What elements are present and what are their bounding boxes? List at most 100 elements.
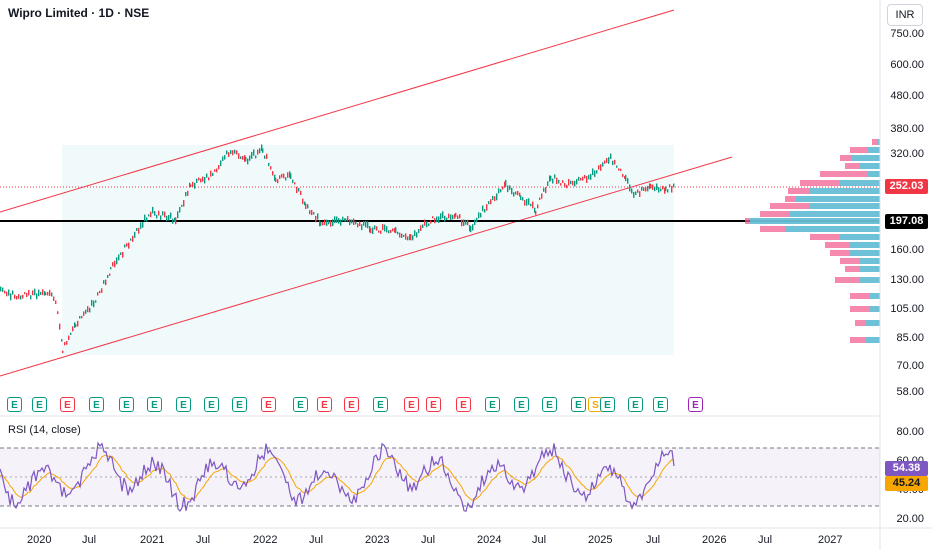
earnings-marker[interactable]: E [293,397,308,412]
candle [342,216,344,222]
earnings-marker[interactable]: E [628,397,643,412]
candle [665,186,667,192]
candle [584,174,586,179]
candle [274,174,276,181]
earnings-marker[interactable]: E [404,397,419,412]
candle [172,218,174,224]
candle [93,300,95,308]
earnings-marker[interactable]: E [688,397,703,412]
candle [152,206,154,214]
candle [44,291,46,296]
earnings-marker[interactable]: E [232,397,247,412]
candle [524,200,526,206]
earnings-marker[interactable]: E [147,397,162,412]
time-tick-label: Jul [421,534,436,546]
earnings-marker[interactable]: E [176,397,191,412]
candle [554,174,556,179]
candle [455,212,457,217]
candle [91,299,93,306]
candle [150,211,152,218]
earnings-marker[interactable]: E [571,397,586,412]
candle [220,160,222,167]
earnings-marker[interactable]: E [485,397,500,412]
candle [440,213,442,220]
candle [259,148,261,154]
candle [564,183,566,188]
candle [95,300,97,303]
candle [290,173,292,179]
time-tick-label: 2021 [140,534,165,546]
candle [340,219,342,226]
candle [610,153,612,160]
earnings-marker[interactable]: E [7,397,22,412]
earnings-marker[interactable]: E [373,397,388,412]
earnings-marker[interactable]: E [89,397,104,412]
candle [574,180,576,187]
candle [107,274,109,278]
earnings-marker[interactable]: E [119,397,134,412]
candle [38,289,40,297]
candle [363,221,365,226]
time-tick-label: Jul [758,534,773,546]
candle [386,226,388,233]
earnings-marker[interactable]: E [317,397,332,412]
candle [166,215,168,222]
time-tick-label: Jul [646,534,661,546]
candle [53,296,55,301]
candle [582,176,584,181]
candle [388,230,390,234]
candle [322,221,324,226]
candle [472,224,474,231]
candle [266,153,268,159]
price-tick-label: 105.00 [890,303,924,315]
time-tick-label: Jul [196,534,211,546]
earnings-marker[interactable]: E [60,397,75,412]
candle [430,220,432,224]
earnings-marker[interactable]: E [600,397,615,412]
candle [397,231,399,235]
candle [667,189,669,193]
candle [416,232,418,238]
candle [394,227,396,233]
earnings-marker[interactable]: E [514,397,529,412]
candle [162,211,164,216]
candle [275,177,277,183]
candle [355,221,357,225]
earnings-marker[interactable]: E [204,397,219,412]
rsi-value-tag: 54.38 [885,461,928,476]
candle [289,171,291,178]
candle [448,213,450,219]
candle [361,224,363,231]
earnings-marker[interactable]: E [426,397,441,412]
candle [181,204,183,207]
earnings-marker[interactable]: E [344,397,359,412]
candle [515,191,517,195]
candle [664,187,666,194]
earnings-marker[interactable]: E [456,397,471,412]
earnings-marker[interactable]: E [32,397,47,412]
currency-button[interactable]: INR [887,4,923,26]
rsi-indicator-label[interactable]: RSI (14, close) [8,424,81,436]
candle [522,197,524,201]
candle [294,182,296,185]
candle [410,234,412,241]
candle [344,218,346,222]
earnings-marker[interactable]: E [261,397,276,412]
candle [61,339,63,342]
candle [179,206,181,213]
time-tick-label: 2027 [818,534,843,546]
candle [376,226,378,231]
candle [262,148,264,153]
candle [444,215,446,222]
candle [255,155,257,159]
candle [110,267,112,270]
candle [210,170,212,177]
candle [669,184,671,187]
earnings-marker[interactable]: E [653,397,668,412]
candle [270,166,272,170]
candle [637,189,639,193]
earnings-marker[interactable]: E [542,397,557,412]
candle [51,292,53,297]
candle [641,186,643,191]
